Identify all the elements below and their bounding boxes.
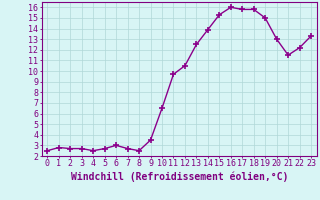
- X-axis label: Windchill (Refroidissement éolien,°C): Windchill (Refroidissement éolien,°C): [70, 171, 288, 182]
